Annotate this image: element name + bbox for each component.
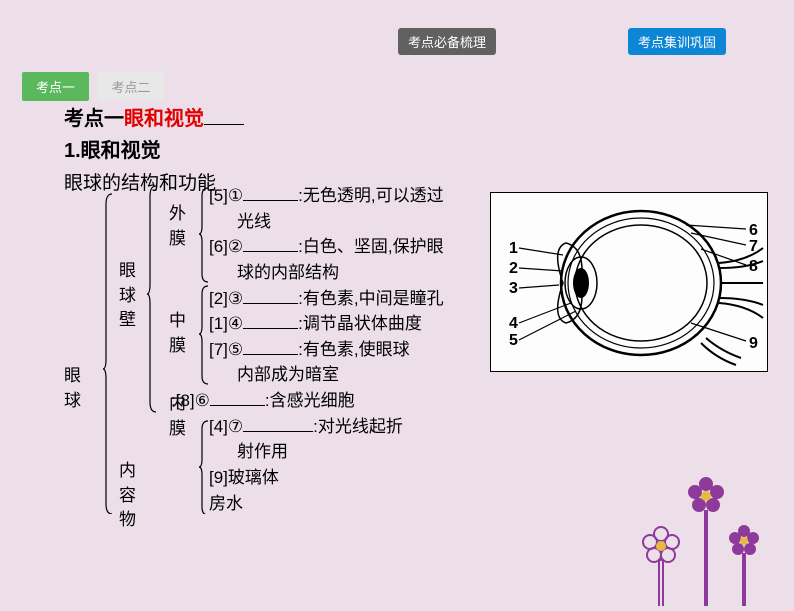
root-label: 眼球 <box>64 364 81 413</box>
diagram-label-3: 3 <box>509 280 518 297</box>
decorative-flowers <box>596 476 776 606</box>
diagram-label-4: 4 <box>509 315 518 332</box>
diagram-label-8: 8 <box>749 258 758 275</box>
item-row: :[8]⑥:含感光细胞 <box>171 389 539 414</box>
diagram-label-5: 5 <box>509 332 518 349</box>
diagram-label-9: 9 <box>749 335 758 352</box>
subtitle: 1.眼和视觉 <box>64 136 244 166</box>
tab-bar: 考点一 考点二 <box>22 72 168 101</box>
nav-button-practice[interactable]: 考点集训巩固 <box>628 28 726 55</box>
wall-label: 眼 球 壁 <box>119 259 136 333</box>
page-title: 考点一眼和视觉 <box>64 104 244 134</box>
item-row: 射作用 <box>209 440 539 465</box>
eye-diagram: 1 2 3 4 5 6 7 8 9 <box>490 192 768 372</box>
title-highlight: 眼和视觉 <box>124 108 204 130</box>
item-row: [4]⑦:对光线起折 <box>209 415 539 440</box>
item-row: [9]玻璃体 <box>209 466 539 491</box>
diagram-label-7: 7 <box>749 238 758 255</box>
item-row: 房水 <box>209 492 539 517</box>
outer-layer-label: 外膜 <box>169 202 186 251</box>
tab-point-2[interactable]: 考点二 <box>97 72 164 101</box>
diagram-label-6: 6 <box>749 222 758 239</box>
tab-point-1[interactable]: 考点一 <box>22 72 89 101</box>
content-label: 内容物 <box>119 459 136 533</box>
diagram-label-1: 1 <box>509 240 518 257</box>
middle-layer-label: 中膜 <box>169 309 186 358</box>
title-prefix: 考点一 <box>64 108 124 130</box>
nav-button-review[interactable]: 考点必备梳理 <box>398 28 496 55</box>
diagram-label-2: 2 <box>509 260 518 277</box>
